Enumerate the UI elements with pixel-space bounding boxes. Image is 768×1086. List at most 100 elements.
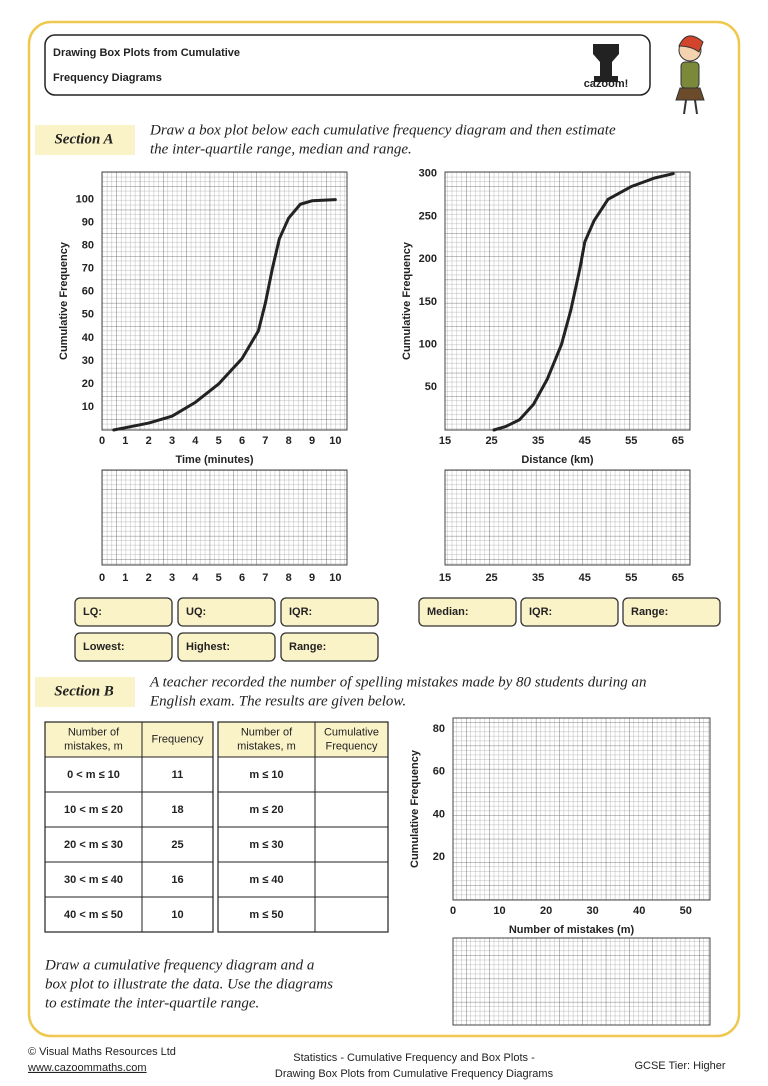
table-cell: 10 < m ≤ 20: [64, 804, 123, 816]
x-tick-label: 45: [579, 572, 591, 584]
table-cell: 18: [171, 804, 183, 816]
cumulative-curve: [492, 172, 675, 432]
x-tick-label: 8: [286, 572, 292, 584]
answer-label: Highest:: [186, 641, 230, 653]
section-label: Section A: [54, 131, 113, 147]
x-tick-label: 4: [192, 572, 199, 584]
answer-label: IQR:: [529, 606, 552, 618]
x-tick-label: 3: [169, 435, 175, 447]
y-tick-label: 300: [419, 168, 437, 180]
instruction: to estimate the inter-quartile range.: [45, 995, 259, 1011]
table-cell: m ≤ 10: [249, 769, 283, 781]
x-tick-label: 25: [485, 572, 497, 584]
table-cell: 20 < m ≤ 30: [64, 839, 123, 851]
table-header-bg: [45, 722, 213, 757]
x-tick-label: 6: [239, 572, 245, 584]
table-header: mistakes, m: [237, 740, 296, 752]
answer-label: Range:: [289, 641, 326, 653]
answer-box: [622, 597, 721, 627]
y-axis-label: Cumulative Frequency: [409, 749, 421, 868]
x-tick-label: 15: [439, 435, 451, 447]
x-tick-label: 10: [493, 905, 505, 917]
x-tick-label: 40: [633, 905, 645, 917]
footer-tier: GCSE Tier: Higher: [634, 1060, 725, 1072]
x-tick-label: 4: [192, 435, 199, 447]
y-tick-label: 80: [82, 240, 94, 252]
x-axis-label: Time (minutes): [175, 454, 253, 466]
x-tick-label: 1: [122, 435, 128, 447]
table-header: Number of: [68, 726, 120, 738]
table-cell: 16: [171, 874, 183, 886]
x-tick-label: 10: [329, 572, 341, 584]
x-tick-label: 7: [262, 435, 268, 447]
table-cell: m ≤ 50: [249, 909, 283, 921]
title: Frequency Diagrams: [53, 72, 162, 84]
x-tick-label: 55: [625, 435, 637, 447]
section-tab: [35, 677, 135, 707]
y-tick-label: 20: [82, 378, 94, 390]
y-tick-label: 70: [82, 263, 94, 275]
table-cell: 10: [171, 909, 183, 921]
y-tick-label: 200: [419, 253, 437, 265]
footer-link: www.cazoommaths.com: [27, 1062, 147, 1074]
instruction: box plot to illustrate the data. Use the…: [45, 976, 333, 992]
answer-box: [418, 597, 517, 627]
intro-text: A teacher recorded the number of spellin…: [149, 674, 646, 690]
logo-icon: [593, 44, 619, 82]
table-cell: m ≤ 20: [249, 804, 283, 816]
x-tick-label: 0: [450, 905, 456, 917]
x-tick-label: 15: [439, 572, 451, 584]
answer-box: [177, 597, 276, 627]
y-tick-label: 10: [82, 401, 94, 413]
answer-label: Lowest:: [83, 641, 125, 653]
table-header: Frequency: [152, 733, 204, 745]
y-tick-label: 20: [433, 851, 445, 863]
x-axis-label: Number of mistakes (m): [509, 924, 635, 936]
x-tick-label: 3: [169, 572, 175, 584]
grid: [452, 717, 711, 901]
section-tab: [35, 125, 135, 155]
y-axis-label: Cumulative Frequency: [401, 241, 413, 360]
x-tick-label: 2: [146, 435, 152, 447]
y-axis-label: Cumulative Frequency: [58, 241, 70, 360]
table-header: mistakes, m: [64, 740, 123, 752]
answer-label: LQ:: [83, 606, 102, 618]
x-tick-label: 50: [680, 905, 692, 917]
x-tick-label: 45: [579, 435, 591, 447]
x-tick-label: 0: [99, 572, 105, 584]
answer-box: [280, 597, 379, 627]
answer-label: UQ:: [186, 606, 206, 618]
x-tick-label: 65: [672, 572, 684, 584]
x-tick-label: 35: [532, 435, 544, 447]
y-tick-label: 100: [76, 194, 94, 206]
x-tick-label: 7: [262, 572, 268, 584]
table-header: Frequency: [326, 740, 378, 752]
table-header-bg: [218, 722, 388, 757]
grid: [101, 171, 348, 431]
answer-box: [520, 597, 619, 627]
x-tick-label: 30: [587, 905, 599, 917]
x-tick-label: 55: [625, 572, 637, 584]
table-cell: 11: [172, 769, 184, 781]
box-plot-grid: [452, 937, 711, 1026]
instruction: the inter-quartile range, median and ran…: [150, 141, 412, 157]
answer-box: [177, 632, 276, 662]
x-tick-label: 6: [239, 435, 245, 447]
table-cell: m ≤ 40: [249, 874, 283, 886]
x-tick-label: 8: [286, 435, 292, 447]
y-tick-label: 30: [82, 355, 94, 367]
x-tick-label: 35: [532, 572, 544, 584]
table-header: Number of: [241, 726, 293, 738]
answer-box: [74, 632, 173, 662]
y-tick-label: 100: [419, 338, 437, 350]
answer-label: Median:: [427, 606, 469, 618]
table-cell: 40 < m ≤ 50: [64, 909, 123, 921]
y-tick-label: 90: [82, 217, 94, 229]
title-box: [44, 34, 651, 96]
table-cell: 25: [171, 839, 183, 851]
logo-text: cazoom!: [584, 78, 629, 90]
y-tick-label: 50: [425, 381, 437, 393]
y-tick-label: 150: [419, 296, 437, 308]
footer-topic: Drawing Box Plots from Cumulative Freque…: [275, 1068, 554, 1080]
